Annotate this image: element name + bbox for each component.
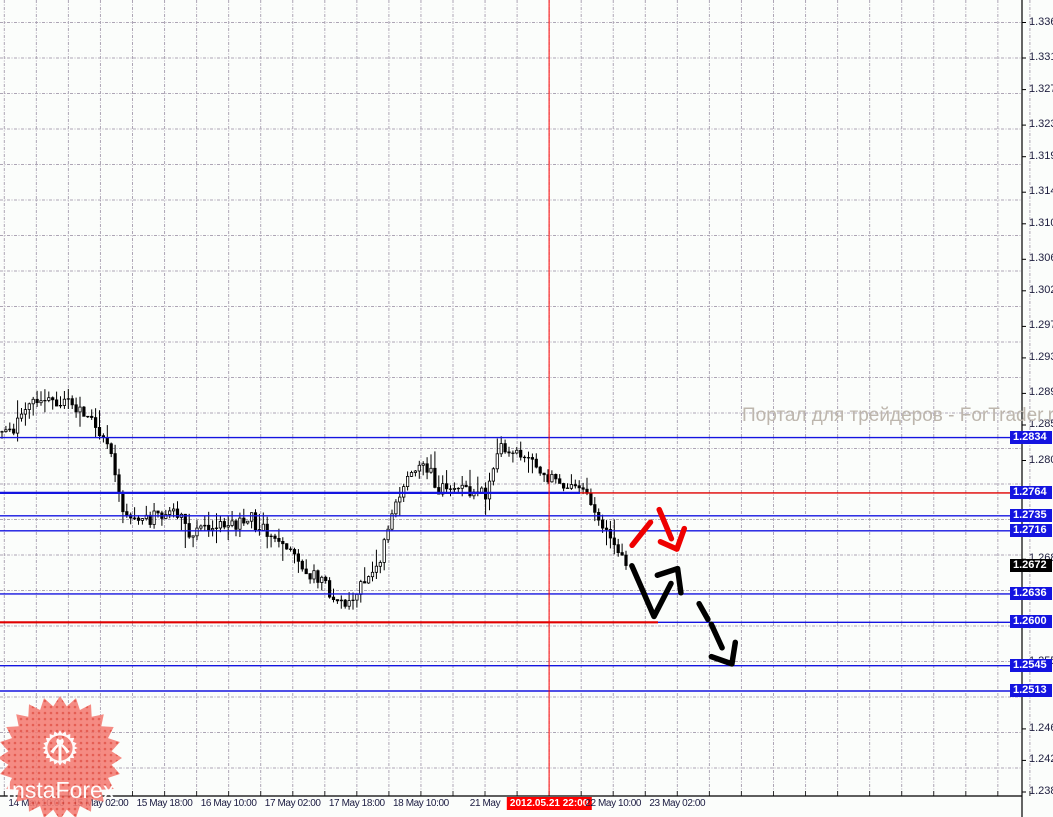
svg-text:InstaForex: InstaForex <box>6 777 115 803</box>
